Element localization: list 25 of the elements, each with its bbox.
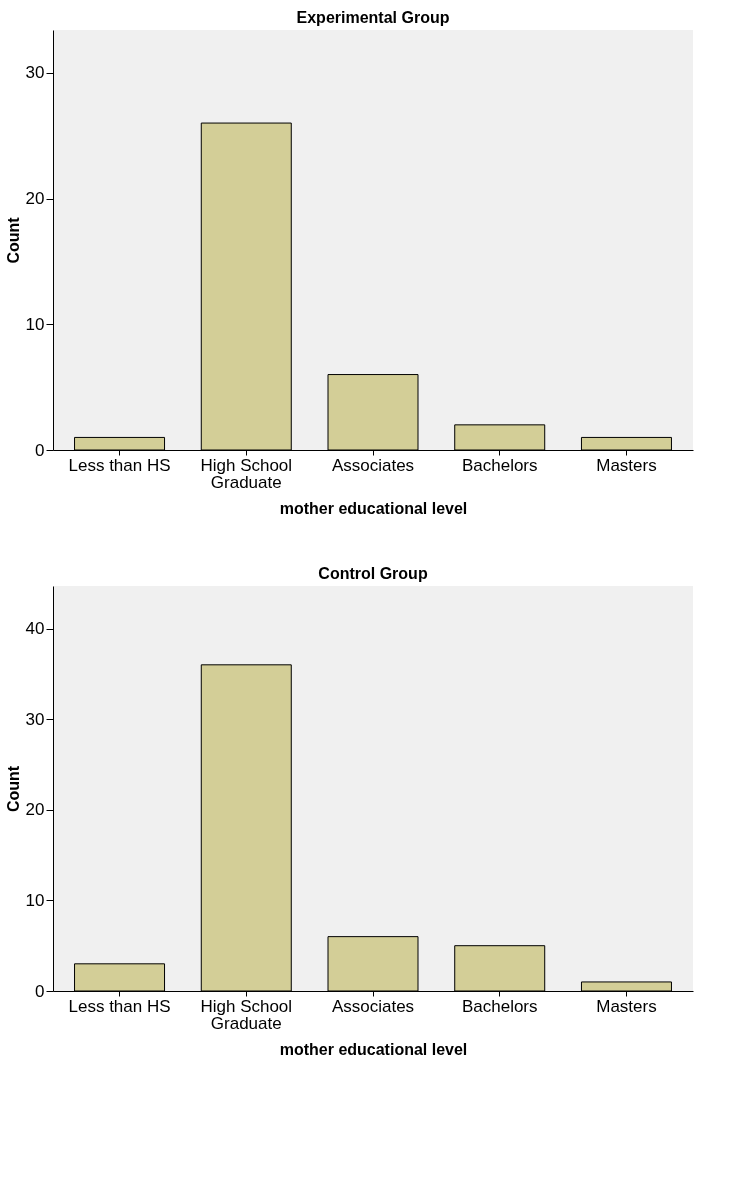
x-tick-label: Masters [596,455,657,475]
chart-title: Control Group [318,565,428,582]
y-tick-label: 0 [35,440,45,460]
x-tick-label: High School Graduate [200,455,293,492]
x-axis-title: mother educational level [279,1040,468,1058]
y-tick-label: 10 [25,890,45,910]
y-tick-label: 20 [25,800,45,820]
y-tick-label: 0 [35,981,45,1001]
x-tick-label: Bachelors [461,996,538,1016]
y-tick-label: 40 [25,619,45,639]
y-tick-label: 30 [25,63,45,83]
x-axis-title: mother educational level [279,499,468,517]
x-tick-label: Masters [596,996,657,1016]
y-tick-label: 20 [25,189,45,208]
x-tick-label: Less than HS [68,455,171,475]
y-axis-title: Count [4,216,22,264]
x-tick-label: High School Graduate [200,996,293,1033]
x-tick-label: Associates [331,996,415,1016]
y-tick-label: 10 [25,314,45,334]
chart-title: Experimental Group [296,9,450,26]
x-tick-label: Associates [331,455,415,475]
x-tick-label: Less than HS [68,996,171,1016]
x-tick-label: Bachelors [461,455,538,475]
y-tick-label: 30 [25,709,45,729]
y-axis-title: Count [4,765,22,813]
